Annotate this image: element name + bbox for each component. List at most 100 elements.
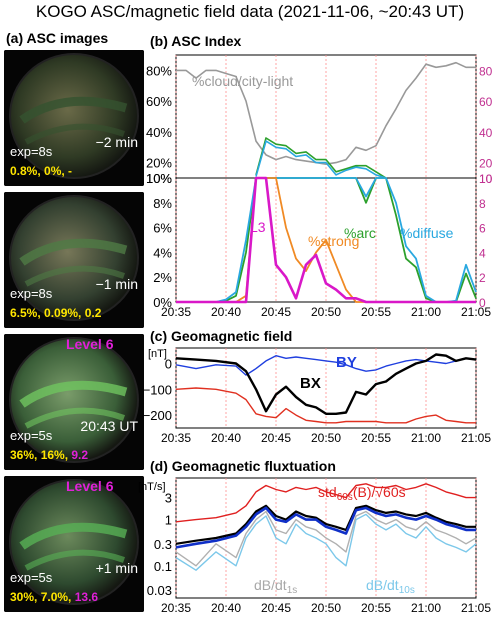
x-tick-label: 20:40 [211, 431, 241, 445]
all-sky-image [4, 334, 144, 470]
x-tick-label: 20:35 [161, 601, 191, 615]
series-label-dbdt10s: dB/dt10s [366, 577, 415, 596]
time-offset-label: 20:43 UT [80, 418, 138, 434]
y-tick-label-d: 0.03 [147, 583, 172, 598]
x-tick-label: 20:55 [361, 601, 391, 615]
time-offset-label: +1 min [95, 560, 138, 576]
flux-line-db-dt10s [175, 513, 477, 571]
all-sky-image [4, 476, 144, 612]
field-line-bx [175, 353, 477, 415]
flux-line-db-dt1s [175, 504, 476, 545]
x-tick-label: 20:40 [211, 601, 241, 615]
time-offset-label: −1 min [95, 276, 138, 292]
y-tick-label-upper: 40% [146, 125, 172, 140]
flux-line-db-dt1s [175, 510, 477, 567]
y-tick-label-upper-right: 80 [479, 64, 493, 78]
x-tick-label: 21:05 [461, 601, 491, 615]
x-tick-label: 20:45 [261, 431, 291, 445]
coverage-value: 16%, [40, 448, 72, 462]
panel-d-title: (d) Geomagnetic fluxtuation [150, 458, 336, 474]
y-tick-label-d: 1 [165, 513, 172, 528]
coverage-stats: 36%, 16%, 9.2 [10, 448, 88, 462]
y-tick-label-upper-right: 60 [479, 95, 493, 109]
x-tick-label: 20:45 [261, 601, 291, 615]
asc-image-4: Level 6 exp=5s +1 min 30%, 7.0%, 13.6 [4, 476, 144, 612]
y-tick-label-lower-right: 6 [479, 222, 486, 236]
y-tick-label-lower: 8% [153, 196, 172, 211]
coverage-stats: 6.5%, 0.09%, 0.2 [10, 306, 101, 320]
y-tick-label-d: 3 [165, 491, 172, 506]
all-sky-image [4, 192, 144, 328]
y-tick-label-upper-right: 40 [479, 126, 493, 140]
y-tick-label-d: 0.3 [154, 537, 172, 552]
coverage-value: 9.2 [71, 448, 89, 462]
y-tick-label-upper-right: 10 [479, 172, 493, 186]
x-tick-label: 21:00 [411, 431, 441, 445]
y-tick-label-upper: 10% [146, 171, 172, 186]
exposure-label: exp=8s [10, 144, 53, 159]
coverage-value: 0.2 [84, 306, 102, 320]
panel-b-title: (b) ASC Index [150, 33, 241, 49]
coverage-value: 30%, [10, 590, 41, 604]
coverage-value: - [68, 164, 73, 178]
y-tick-label-lower: 10% [146, 171, 172, 186]
series-label-cloud: %cloud/city-light [192, 73, 293, 89]
series-label-strong: %strong [308, 233, 359, 249]
y-tick-label-upper: 20% [146, 156, 172, 171]
time-offset-label: −2 min [95, 134, 138, 150]
y-tick-label-d: 0.1 [154, 559, 172, 574]
series-label-arc: %arc [344, 225, 376, 241]
y-tick-label-upper: 60% [146, 94, 172, 109]
flux-line-db-dt10s [175, 506, 476, 549]
y-tick-label-lower: 6% [153, 221, 172, 236]
coverage-value: 13.6 [74, 590, 99, 604]
coverage-value: 6.5%, [10, 306, 45, 320]
x-tick-label: 21:05 [461, 431, 491, 445]
y-tick-label-lower: 0% [153, 295, 172, 310]
coverage-value: 7.0%, [40, 590, 75, 604]
coverage-stats: 30%, 7.0%, 13.6 [10, 590, 98, 604]
exposure-label: exp=5s [10, 428, 53, 443]
x-tick-label: 20:50 [311, 601, 341, 615]
asc-image-2: exp=8s −1 min 6.5%, 0.09%, 0.2 [4, 192, 144, 328]
exposure-label: exp=8s [10, 286, 53, 301]
lower-line-l3 [176, 176, 476, 304]
x-tick-label: 20:40 [211, 305, 241, 319]
coverage-value: 0.09%, [44, 306, 85, 320]
x-tick-label: 20:45 [261, 305, 291, 319]
coverage-value: 0.8%, [10, 164, 45, 178]
coverage-stats: 0.8%, 0%, - [10, 164, 72, 178]
coverage-value: 0%, [44, 164, 69, 178]
upper-line-diffuse [255, 140, 387, 179]
flux-line-std60s-b-60s [175, 483, 476, 523]
series-label-bx: BX [300, 375, 321, 392]
x-tick-label: 20:55 [361, 431, 391, 445]
x-tick-label: 20:50 [311, 305, 341, 319]
level-label: Level 6 [66, 336, 114, 352]
x-tick-label: 21:05 [461, 305, 491, 319]
upper-line-cloud-city-light [176, 61, 476, 165]
y-tick-label-lower-right: 8 [479, 197, 486, 211]
y-tick-label-upper: 80% [146, 63, 172, 78]
y-tick-label-lower: 2% [153, 270, 172, 285]
y-tick-label-c: −100 [143, 382, 172, 397]
y-tick-label-upper-right: 20 [479, 157, 493, 171]
field-line-bz [175, 387, 476, 424]
x-tick-label: 20:35 [161, 305, 191, 319]
y-tick-label-lower-right: 10 [479, 172, 493, 186]
series-label-dbdt1s: dB/dt1s [254, 577, 297, 596]
panel-c-unit: [nT] [148, 348, 167, 360]
y-tick-label-lower-right: 0 [479, 296, 486, 310]
all-sky-image [4, 50, 144, 186]
panel-c-title: (c) Geomagnetic field [150, 328, 292, 344]
x-tick-label: 21:00 [411, 305, 441, 319]
series-label-std: std60s(B)/√60s [318, 484, 406, 503]
y-tick-label-lower-right: 4 [479, 246, 486, 260]
asc-image-3: Level 6 exp=5s 20:43 UT 36%, 16%, 9.2 [4, 334, 144, 470]
x-tick-label: 20:50 [311, 431, 341, 445]
series-label-l3: L3 [250, 219, 266, 235]
coverage-value: 36%, [10, 448, 41, 462]
x-tick-label: 20:35 [161, 431, 191, 445]
panel-d-unit: [nT/s] [138, 481, 166, 493]
